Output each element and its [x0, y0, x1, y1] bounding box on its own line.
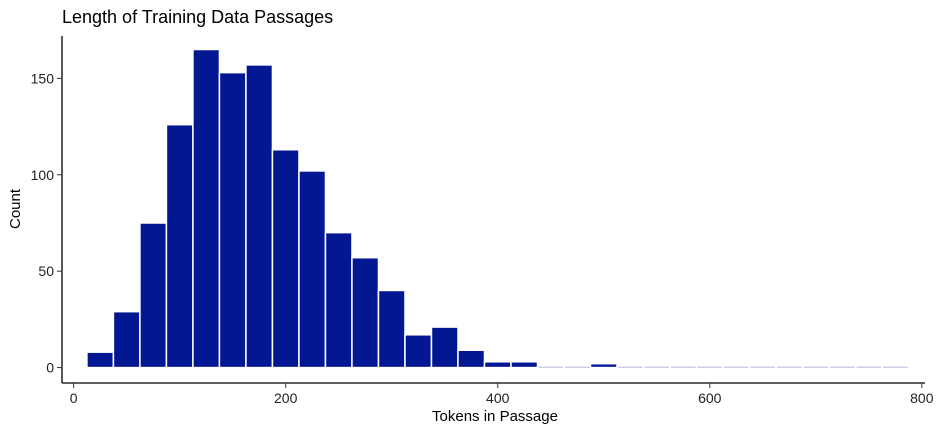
histogram-bar: [510, 361, 539, 369]
histogram-bar: [112, 310, 141, 369]
histogram-bar: [856, 366, 882, 368]
histogram-bar: [192, 48, 221, 369]
histogram-bar: [803, 366, 829, 368]
x-tick-label: 400: [486, 390, 510, 406]
histogram-bar: [218, 71, 247, 369]
histogram-bar: [377, 289, 406, 369]
axes-group: [61, 36, 925, 384]
x-tick-label: 200: [274, 390, 298, 406]
histogram-bar: [404, 334, 433, 369]
y-tick-label: 50: [38, 263, 54, 279]
histogram-bar: [271, 148, 300, 369]
histogram-bar: [245, 64, 274, 369]
y-axis-label: Count: [7, 188, 24, 229]
histogram-bar: [430, 326, 459, 369]
histogram-bar: [618, 366, 643, 368]
histogram-bar: [86, 351, 115, 369]
y-tick-label: 150: [31, 70, 55, 86]
histogram-bar: [830, 366, 855, 368]
histogram-bar: [671, 366, 696, 368]
x-tick-label: 800: [910, 390, 934, 406]
histogram-bar: [165, 123, 194, 369]
ticks-group: 0 200 400 600 800 0 50 100 150: [31, 70, 934, 406]
histogram-bar: [777, 366, 802, 368]
y-tick-label: 100: [31, 167, 55, 183]
histogram-bar: [697, 366, 723, 368]
x-tick-label: 600: [698, 390, 722, 406]
histogram-bar: [750, 366, 776, 368]
bars-group: [86, 48, 908, 369]
histogram-bar: [324, 231, 353, 369]
histogram-bar: [538, 366, 564, 368]
histogram-bar: [644, 366, 670, 368]
chart-title: Length of Training Data Passages: [62, 7, 333, 27]
histogram-bar: [724, 366, 749, 368]
histogram-bar: [589, 362, 618, 369]
histogram-bar: [483, 361, 512, 369]
y-tick-label: 0: [46, 360, 54, 376]
histogram-bar: [457, 349, 486, 369]
histogram-bar: [351, 256, 380, 369]
histogram-bar: [298, 170, 327, 369]
x-tick-label: 0: [70, 390, 78, 406]
histogram-bar: [139, 222, 168, 369]
histogram-bar: [565, 366, 590, 368]
histogram-bar: [883, 366, 908, 368]
x-axis-label: Tokens in Passage: [432, 408, 558, 425]
